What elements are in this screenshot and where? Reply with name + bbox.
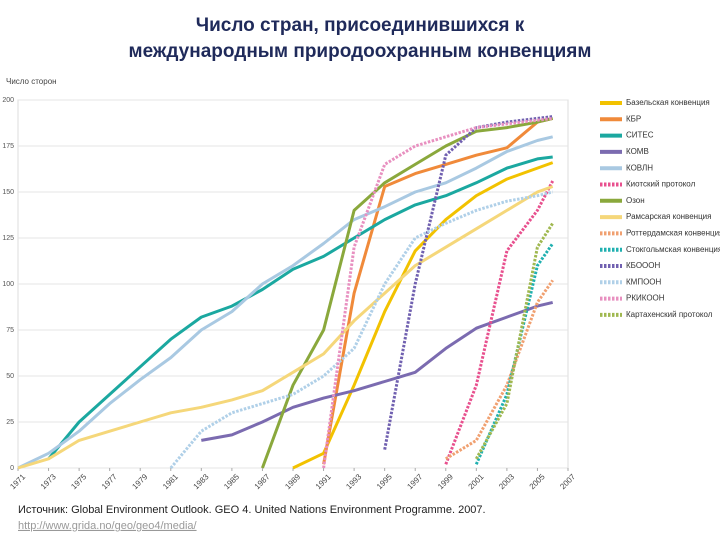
y-tick-label: 25 — [6, 419, 14, 426]
x-tick-label: 1987 — [253, 472, 272, 491]
x-tick-label: 1991 — [314, 472, 333, 491]
x-tick-label: 2007 — [558, 472, 577, 491]
x-tick-label: 2003 — [497, 472, 516, 491]
y-tick-label: 50 — [6, 373, 14, 380]
legend-label: Роттердамская конвенция — [626, 229, 720, 238]
y-tick-label: 200 — [2, 97, 14, 104]
series-line — [169, 190, 554, 469]
legend-label: Озон — [626, 196, 645, 205]
series-line — [474, 222, 554, 460]
legend-label: Картахенский протокол — [626, 310, 713, 319]
legend-label: Рамсарская конвенция — [626, 212, 711, 221]
legend-label: Киотский протокол — [626, 180, 696, 189]
x-tick-label: 1983 — [192, 472, 211, 491]
x-tick-label: 2005 — [528, 472, 547, 491]
title-part: международным природоохранным конвенциям — [129, 41, 592, 62]
series-line — [445, 279, 554, 461]
series-line — [260, 116, 554, 469]
series-line — [47, 155, 553, 460]
legend-label: КБОООН — [626, 261, 660, 270]
y-tick-label: 150 — [2, 189, 14, 196]
series-line — [383, 115, 553, 450]
x-tick-label: 1977 — [100, 472, 119, 491]
series-line — [292, 161, 554, 470]
x-tick-label: 1975 — [69, 472, 88, 491]
legend-label: КОМВ — [626, 147, 649, 156]
chart-title-line-1: Число стран, присоединившихся к междунаро… — [129, 15, 592, 62]
x-tick-label: 1995 — [375, 472, 394, 491]
x-tick-label: 1985 — [222, 472, 241, 491]
y-axis-label: Число сторон — [6, 77, 57, 86]
series-line — [474, 242, 554, 465]
source: Источник: Global Environment Outlook. GE… — [18, 504, 486, 516]
series-line — [201, 300, 554, 442]
y-tick-label: 75 — [6, 327, 14, 334]
legend-label: Базельская конвенция — [626, 98, 710, 107]
legend-label: КОВЛН — [626, 163, 653, 172]
series-line — [322, 116, 553, 469]
x-tick-label: 1979 — [130, 472, 149, 491]
x-tick-label: 1993 — [344, 472, 363, 491]
y-tick-label: 100 — [2, 281, 14, 288]
legend-label: КБР — [626, 114, 641, 123]
series-line — [322, 116, 554, 465]
series-line — [17, 185, 554, 470]
legend-label: КМПООН — [626, 277, 662, 286]
x-tick-label: 1973 — [39, 472, 58, 491]
legend-label: РКИКООН — [626, 294, 665, 303]
x-tick-label: 1999 — [436, 472, 455, 491]
x-tick-label: 2001 — [467, 472, 486, 491]
series-line — [444, 180, 555, 465]
x-tick-label: 1997 — [405, 472, 424, 491]
legend-label: СИТЕС — [626, 131, 654, 140]
x-tick-label: 1971 — [8, 472, 27, 491]
series-line — [17, 135, 554, 470]
y-tick-label: 175 — [2, 143, 14, 150]
title-part: Число стран, присоединившихся к — [196, 15, 525, 36]
legend-label: Стокгольмская конвенция — [626, 245, 720, 254]
source-url: http://www.grida.no/geo/geo4/media/ — [18, 520, 198, 532]
x-tick-label: 1981 — [161, 472, 180, 491]
y-tick-label: 0 — [10, 465, 14, 472]
x-tick-label: 1989 — [283, 472, 302, 491]
y-tick-label: 125 — [2, 235, 14, 242]
